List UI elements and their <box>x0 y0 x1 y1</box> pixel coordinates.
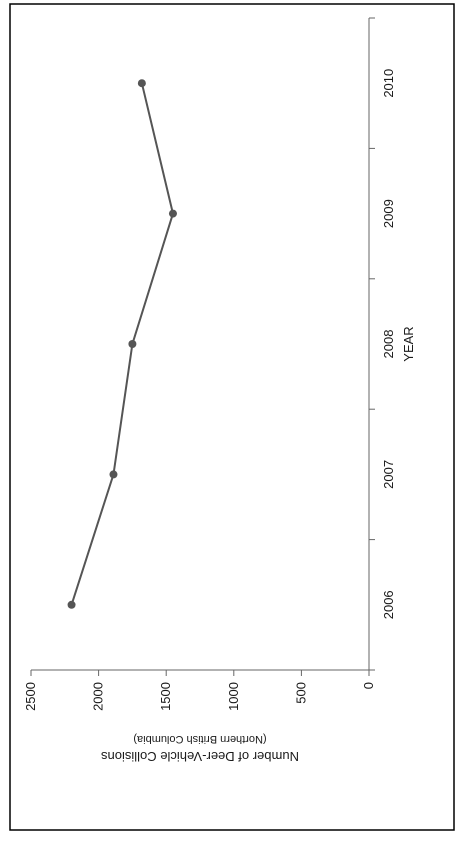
y-tick-label: 2500 <box>23 682 38 711</box>
x-tick-label: 2008 <box>381 330 396 359</box>
x-tick-label: 2010 <box>381 69 396 98</box>
y-tick-label: 2000 <box>91 682 106 711</box>
chart-border <box>9 3 455 831</box>
x-tick-label: 2009 <box>381 199 396 228</box>
plot-area: 0 500 1000 1500 2000 2500 2006 2007 2008 2009 201… <box>23 17 416 764</box>
y-tick-label: 500 <box>293 682 308 704</box>
data-point-marker <box>67 600 76 609</box>
y-tick-label: 1500 <box>158 682 173 711</box>
x-tick-label: 2006 <box>381 590 396 619</box>
y-axis-ticks: 0 500 1000 1500 2000 2500 <box>23 670 376 711</box>
series-line-group <box>67 79 177 609</box>
y-tick-label: 1000 <box>226 682 241 711</box>
data-point-marker <box>168 209 177 218</box>
data-point-marker <box>109 470 118 479</box>
y-axis-subtitle: (Northern British Columbia) <box>133 733 266 745</box>
x-tick-label: 2007 <box>381 460 396 489</box>
y-axis-title: Number of Deer-Vehicle Collisions <box>101 749 299 764</box>
y-tick-label: 0 <box>361 682 376 689</box>
x-axis-ticks: 2006 2007 2008 2009 2010 <box>369 17 396 671</box>
data-point-marker <box>128 340 137 348</box>
data-point-marker <box>137 79 146 88</box>
x-axis-title: YEAR <box>401 326 416 361</box>
